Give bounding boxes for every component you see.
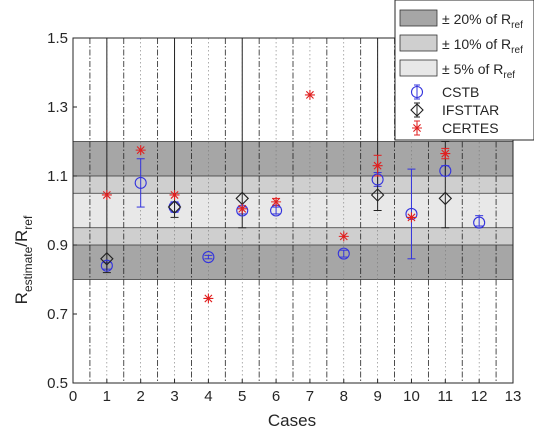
marker-certes: [440, 148, 451, 159]
legend-marker-ifsttar: [410, 103, 424, 117]
marker-certes: [338, 231, 349, 242]
legend-swatch: [399, 9, 438, 27]
legend-series-label: CSTB: [442, 84, 479, 100]
marker-cstb: [134, 176, 147, 189]
x-tick-label: 5: [238, 388, 246, 405]
marker-cstb: [337, 247, 350, 260]
legend-label: ± 5% of Rref: [442, 61, 515, 81]
y-tick-label: 0.5: [47, 375, 68, 392]
x-tick-label: 8: [340, 388, 348, 405]
legend-swatch: [399, 34, 438, 52]
marker-certes: [271, 196, 282, 207]
marker-cstb: [473, 216, 486, 229]
y-axis-label: Restimate/Rref: [12, 215, 35, 304]
legend-marker-cstb: [410, 85, 424, 99]
marker-certes: [372, 160, 383, 171]
marker-ifsttar: [438, 191, 453, 206]
y-tick-label: 0.9: [47, 237, 68, 254]
marker-certes: [237, 203, 248, 214]
x-tick-label: 10: [403, 388, 420, 405]
x-tick-label: 4: [204, 388, 212, 405]
x-tick-label: 1: [103, 388, 111, 405]
y-tick-label: 0.7: [47, 306, 68, 323]
marker-certes: [203, 293, 214, 304]
x-tick-label: 3: [170, 388, 178, 405]
legend-label: ± 20% of Rref: [442, 11, 523, 31]
x-tick-label: 12: [471, 388, 488, 405]
y-tick-label: 1.5: [47, 30, 68, 47]
x-tick-label: 9: [373, 388, 381, 405]
marker-certes: [304, 89, 315, 100]
marker-cstb: [439, 164, 452, 177]
marker-cstb: [100, 259, 113, 272]
marker-certes: [169, 189, 180, 200]
legend: ± 20% of Rref ± 10% of Rref ± 5% of Rref CS…: [394, 0, 534, 141]
plot-frame: [72, 37, 514, 384]
legend-series-label: IFSTTAR: [442, 102, 499, 118]
x-tick-label: 0: [69, 388, 77, 405]
marker-certes: [101, 189, 112, 200]
legend-label: ± 10% of Rref: [442, 36, 523, 56]
y-tick-label: 1.1: [47, 168, 68, 185]
x-tick-label: 2: [137, 388, 145, 405]
marker-ifsttar: [370, 188, 385, 202]
marker-ifsttar: [167, 200, 182, 214]
x-tick-label: 7: [306, 388, 314, 405]
marker-certes: [135, 145, 146, 156]
y-tick-label: 1.3: [47, 99, 68, 116]
x-axis-label: Cases: [268, 411, 316, 430]
marker-ifsttar: [100, 252, 114, 266]
marker-cstb: [371, 173, 384, 186]
data-markers: [100, 89, 486, 304]
legend-marker-certes: [412, 123, 422, 133]
x-tick-label: 6: [272, 388, 280, 405]
x-tick-label: 13: [505, 388, 522, 405]
legend-swatch: [399, 59, 438, 77]
marker-cstb: [202, 251, 215, 264]
plot-axes: [72, 37, 514, 384]
legend-series-label: CERTES: [442, 120, 499, 136]
axis-ticks: 0 1 2 3 4 5 6 7 8 9 10 11 12 130.50.70.91.11.31.5: [47, 30, 521, 405]
x-tick-label: 11: [438, 388, 454, 405]
marker-certes: [406, 212, 417, 223]
